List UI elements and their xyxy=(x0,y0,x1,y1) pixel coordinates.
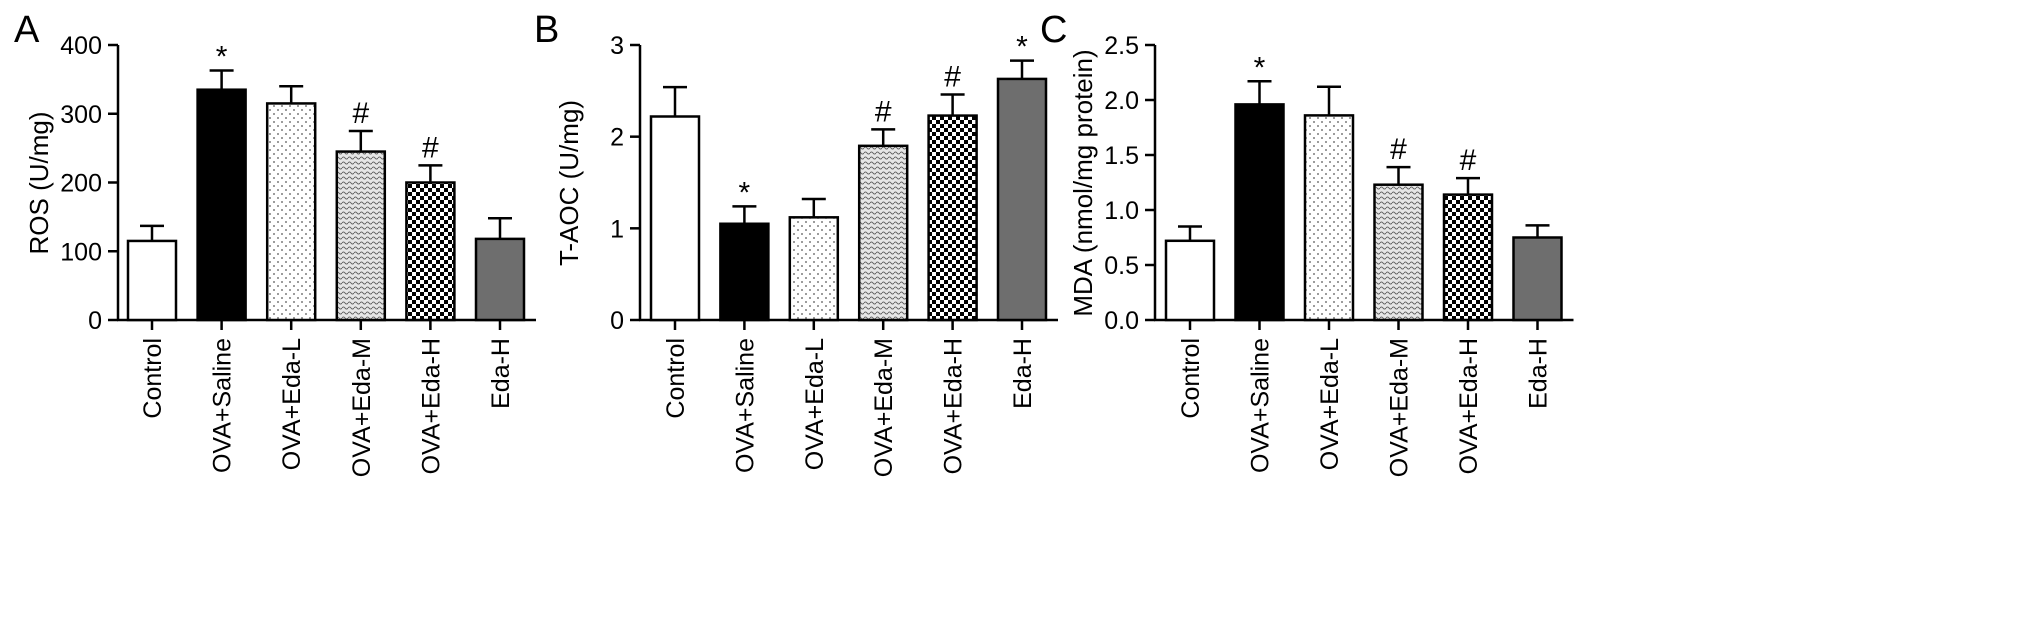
panel-b-plot: 0 1 2 3 Control * OVA+Saline OVA+Eda-L # OVA+Eda-… xyxy=(610,31,1058,477)
bar xyxy=(788,216,840,322)
x-tick-label: OVA+Eda-L xyxy=(278,338,306,470)
panel-c-plot: 0.0 0.5 1.0 1.5 2.0 2.5 Control * OVA+Saline OVA+… xyxy=(1104,32,1574,477)
x-tick-label: OVA+Eda-H xyxy=(417,338,445,474)
x-tick-label: OVA+Eda-H xyxy=(1455,338,1483,474)
bar xyxy=(405,181,456,322)
x-tick-label: Control xyxy=(1177,338,1205,419)
x-tick-label: Control xyxy=(139,338,167,419)
significance-marker: * xyxy=(216,40,228,73)
significance-marker: # xyxy=(422,131,439,164)
y-tick-label: 0 xyxy=(610,307,624,335)
significance-marker: * xyxy=(1254,51,1266,84)
y-tick-label: 1.5 xyxy=(1104,142,1139,170)
bar xyxy=(1303,114,1355,322)
y-tick-label: 100 xyxy=(60,238,102,266)
bar xyxy=(126,239,178,322)
y-tick-label: 400 xyxy=(60,32,102,60)
y-tick-label: 3 xyxy=(610,32,624,60)
y-tick-label: 2 xyxy=(610,124,624,152)
significance-marker: # xyxy=(1390,133,1407,166)
y-tick-label: 200 xyxy=(60,170,102,198)
panel-a: A ROS (U/mg) 0 100 200 300 400 Control * OVA+Sa… xyxy=(14,9,536,477)
bar xyxy=(927,114,978,322)
panel-a-plot: 0 100 200 300 400 Control * OVA+Saline OVA+Eda-L… xyxy=(60,32,536,477)
bar xyxy=(649,115,701,322)
panel-b-ylabel: T-AOC (U/mg) xyxy=(554,100,584,266)
bar xyxy=(1512,236,1563,322)
panel-a-letter: A xyxy=(14,9,40,51)
panel-c-letter: C xyxy=(1040,9,1067,51)
y-tick-label: 0 xyxy=(88,307,102,335)
x-tick-label: OVA+Eda-L xyxy=(1316,338,1344,470)
y-tick-label: 2.5 xyxy=(1104,32,1139,60)
panel-c: C MDA (nmol/mg protein) 0.0 0.5 1.0 1.5 2.0 2… xyxy=(1040,9,1574,477)
significance-marker: # xyxy=(944,61,961,94)
x-tick-label: Eda-H xyxy=(487,338,515,409)
panel-b-letter: B xyxy=(534,9,559,51)
y-tick-label: 300 xyxy=(60,101,102,129)
bar xyxy=(335,150,387,322)
bar xyxy=(857,144,909,322)
y-tick-label: 2.0 xyxy=(1104,87,1139,115)
y-tick-label: 0.5 xyxy=(1104,252,1139,280)
significance-marker: # xyxy=(1460,144,1477,177)
bar xyxy=(474,237,526,322)
significance-marker: # xyxy=(875,95,892,128)
panel-a-ylabel: ROS (U/mg) xyxy=(24,112,54,255)
y-tick-label: 0.0 xyxy=(1104,307,1139,335)
x-tick-label: OVA+Saline xyxy=(1247,338,1275,473)
bar xyxy=(1234,103,1285,322)
bar xyxy=(1164,239,1216,322)
significance-marker: # xyxy=(352,97,369,130)
panel-c-ylabel: MDA (nmol/mg protein) xyxy=(1068,49,1098,316)
x-tick-label: OVA+Eda-M xyxy=(1386,338,1414,477)
x-tick-label: OVA+Eda-M xyxy=(348,338,376,477)
panel-b: B T-AOC (U/mg) 0 1 2 3 Control * OVA+Saline OVA… xyxy=(534,9,1058,477)
bar xyxy=(719,222,770,322)
x-tick-label: OVA+Saline xyxy=(731,338,759,473)
bar xyxy=(996,77,1048,322)
x-tick-label: Eda-H xyxy=(1009,338,1037,409)
x-tick-label: OVA+Eda-M xyxy=(870,338,898,477)
bar xyxy=(196,88,247,322)
significance-marker: * xyxy=(739,176,751,209)
significance-marker: * xyxy=(1016,31,1028,64)
bar xyxy=(265,102,317,322)
x-tick-label: OVA+Eda-L xyxy=(801,338,829,470)
x-tick-label: Eda-H xyxy=(1525,338,1553,409)
y-tick-label: 1 xyxy=(610,215,624,243)
y-tick-label: 1.0 xyxy=(1104,197,1139,225)
bar xyxy=(1442,193,1494,322)
x-tick-label: OVA+Saline xyxy=(209,338,237,473)
bar xyxy=(1373,183,1424,322)
x-tick-label: Control xyxy=(662,338,690,419)
x-tick-label: OVA+Eda-H xyxy=(940,338,968,474)
